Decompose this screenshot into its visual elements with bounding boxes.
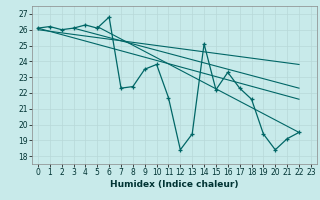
X-axis label: Humidex (Indice chaleur): Humidex (Indice chaleur) <box>110 180 239 189</box>
